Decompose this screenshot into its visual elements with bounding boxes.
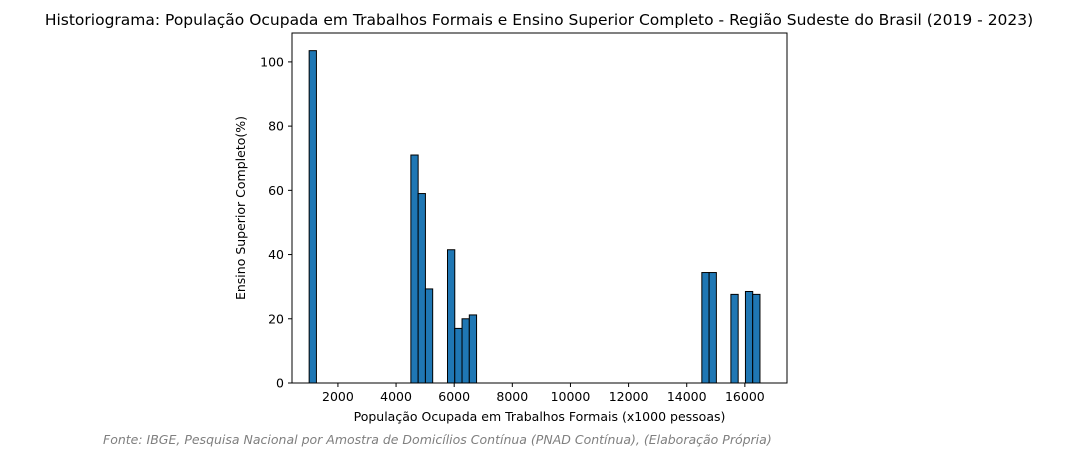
bars-group — [308, 50, 761, 384]
histogram-bar-0 — [308, 50, 317, 384]
y-axis-label: Ensino Superior Completo(%) — [233, 116, 248, 300]
y-tick-label-3: 60 — [268, 183, 284, 198]
y-tick-label-5: 100 — [260, 54, 284, 69]
y-axis: 0 20 40 60 80 100 — [260, 54, 292, 391]
histogram-bar-6 — [461, 318, 470, 384]
histogram-bar-11 — [744, 290, 754, 384]
x-axis: 2000 4000 6000 8000 10000 12000 14000 16000 — [322, 383, 765, 404]
y-tick-label-1: 20 — [268, 311, 284, 326]
x-tick-label-2: 6000 — [438, 389, 470, 404]
chart-title: Historiograma: População Ocupada em Trab… — [45, 11, 1033, 29]
y-tick-label-2: 40 — [268, 247, 284, 262]
x-tick-label-0: 2000 — [322, 389, 354, 404]
histogram-bar-4 — [447, 249, 456, 384]
x-tick-label-5: 12000 — [609, 389, 649, 404]
histogram-bar-2 — [417, 193, 426, 384]
plot-frame — [291, 32, 788, 384]
histogram-bar-9 — [708, 272, 717, 384]
histogram-bar-7 — [468, 314, 478, 384]
histogram-bar-12 — [752, 293, 761, 384]
y-tick-label-0: 0 — [276, 376, 284, 391]
x-axis-label: População Ocupada em Trabalhos Formais (… — [354, 409, 726, 424]
histogram-bar-3 — [424, 288, 434, 384]
x-tick-label-4: 10000 — [551, 389, 591, 404]
histogram-bar-1 — [410, 154, 419, 384]
histogram-bar-5 — [454, 327, 463, 384]
y-tick-label-4: 80 — [268, 119, 284, 134]
histogram-bar-10 — [730, 293, 739, 384]
x-tick-label-3: 8000 — [496, 389, 528, 404]
histogram-bar-8 — [701, 272, 710, 384]
x-tick-label-7: 16000 — [725, 389, 765, 404]
source-note: Fonte: IBGE, Pesquisa Nacional por Amost… — [103, 432, 772, 447]
x-tick-label-1: 4000 — [380, 389, 412, 404]
x-tick-label-6: 14000 — [667, 389, 707, 404]
